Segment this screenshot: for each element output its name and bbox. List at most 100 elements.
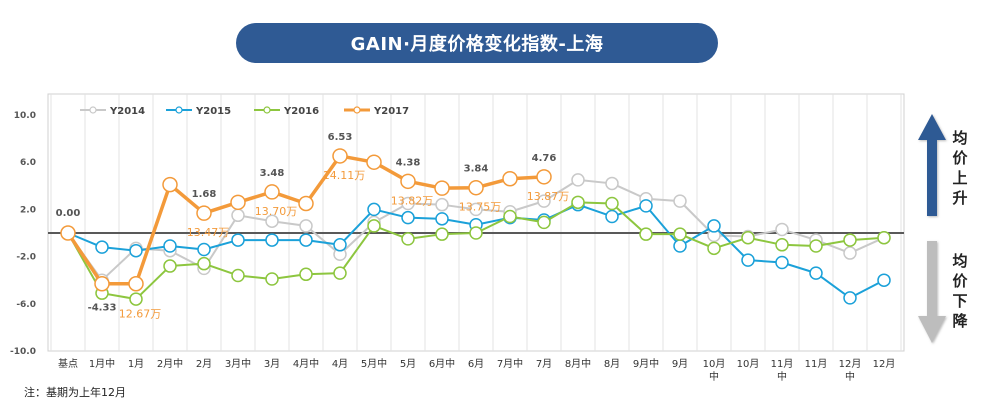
data-point xyxy=(469,202,483,217)
data-point xyxy=(298,195,314,212)
data-point xyxy=(707,219,721,233)
data-point xyxy=(605,176,619,191)
x-tick-label: 12月 xyxy=(873,358,896,370)
chart-title: GAIN·月度价格变化指数-上海 xyxy=(236,23,718,63)
data-point xyxy=(332,148,348,164)
data-point xyxy=(129,292,143,306)
x-tick-label: 1月中 xyxy=(89,357,115,370)
data-point xyxy=(434,180,450,196)
down-label: 均价下降 xyxy=(952,252,968,330)
data-point xyxy=(367,202,381,217)
x-tick-label: 12月中 xyxy=(839,358,862,383)
data-point xyxy=(435,197,449,212)
data-point xyxy=(673,194,687,208)
x-tick-label: 9月中 xyxy=(633,357,659,370)
x-tick-label: 基点 xyxy=(58,357,78,370)
data-point xyxy=(163,259,177,273)
price-label: 13.47万 xyxy=(187,226,230,239)
legend-marker xyxy=(263,106,271,114)
series-Y2016 xyxy=(61,195,891,306)
x-tick-label: 4月 xyxy=(332,358,348,370)
value-label: 1.68 xyxy=(192,189,217,200)
data-point xyxy=(401,196,415,211)
value-label: 3.84 xyxy=(464,164,489,175)
price-label: 13.87万 xyxy=(527,190,570,203)
data-point xyxy=(299,267,313,282)
series-Y2017 xyxy=(60,148,552,292)
x-tick-label: 11月中 xyxy=(771,358,794,383)
data-point xyxy=(265,272,279,286)
data-point xyxy=(435,227,449,241)
data-point xyxy=(265,233,279,247)
data-point xyxy=(367,219,381,233)
data-point xyxy=(401,232,415,246)
data-point xyxy=(333,266,347,280)
y-tick-label: -2.0 xyxy=(16,253,36,263)
data-point xyxy=(366,154,382,170)
up-arrow-icon xyxy=(918,114,946,216)
data-point xyxy=(128,275,144,292)
data-point xyxy=(537,194,551,208)
data-point xyxy=(400,173,416,190)
x-tick-label: 10月 xyxy=(737,358,760,370)
data-point xyxy=(163,239,177,253)
data-point xyxy=(775,255,789,270)
x-tick-line: 10月 xyxy=(703,358,726,370)
x-tick-label: 7月中 xyxy=(497,357,523,370)
data-point xyxy=(877,230,891,245)
y-tick-label: -6.0 xyxy=(16,300,36,310)
data-point xyxy=(639,227,653,241)
data-point xyxy=(605,209,619,224)
x-tick-label: 6月 xyxy=(468,358,484,370)
data-point xyxy=(231,268,245,283)
up-label: 均价上升 xyxy=(952,129,968,207)
data-point xyxy=(639,199,653,213)
data-point xyxy=(775,238,789,252)
x-tick-label: 2月 xyxy=(196,358,212,370)
x-tick-label: 1月 xyxy=(128,358,144,370)
x-tick-label: 11月 xyxy=(805,358,828,370)
data-point xyxy=(605,196,619,211)
data-point xyxy=(775,222,789,237)
x-tick-label: 7月 xyxy=(536,358,552,370)
data-point xyxy=(843,291,857,305)
data-point xyxy=(230,194,246,211)
data-point xyxy=(94,275,110,292)
price-label: 13.75万 xyxy=(459,201,502,214)
value-label: -4.33 xyxy=(88,303,117,314)
data-point xyxy=(843,233,857,247)
data-point xyxy=(60,225,76,241)
data-point xyxy=(809,239,823,253)
data-point xyxy=(401,210,415,225)
x-tick-label: 4月中 xyxy=(293,357,319,370)
data-point xyxy=(196,205,212,221)
data-point xyxy=(299,233,313,247)
data-point xyxy=(197,256,211,271)
y-tick-label: 2.0 xyxy=(20,205,36,215)
x-tick-label: 10月中 xyxy=(703,358,726,383)
legend-label: Y2016 xyxy=(283,106,319,117)
footnote: 注：基期为上年12月 xyxy=(24,386,126,399)
down-arrow-icon xyxy=(918,241,946,343)
x-tick-label: 5月中 xyxy=(361,357,387,370)
data-point xyxy=(537,215,551,230)
legend-label: Y2015 xyxy=(195,106,231,117)
data-point xyxy=(197,242,211,257)
data-point xyxy=(809,266,823,280)
x-tick-label: 8月 xyxy=(604,358,620,370)
value-label: 3.48 xyxy=(260,168,285,179)
x-tick-line: 中 xyxy=(777,370,787,383)
data-point xyxy=(333,238,347,252)
legend-marker xyxy=(175,106,183,114)
data-point xyxy=(129,243,143,258)
data-point xyxy=(469,226,483,240)
data-point xyxy=(95,240,109,254)
data-point xyxy=(877,273,891,287)
x-tick-label: 3月 xyxy=(264,358,280,370)
data-point xyxy=(843,246,857,260)
x-tick-label: 9月 xyxy=(672,358,688,370)
data-point xyxy=(673,239,687,253)
price-label: 14.11万 xyxy=(323,169,366,182)
x-tick-line: 中 xyxy=(845,370,855,383)
data-point xyxy=(673,227,687,241)
